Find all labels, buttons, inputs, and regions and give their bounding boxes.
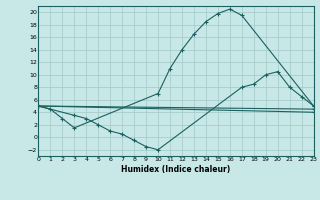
X-axis label: Humidex (Indice chaleur): Humidex (Indice chaleur) (121, 165, 231, 174)
